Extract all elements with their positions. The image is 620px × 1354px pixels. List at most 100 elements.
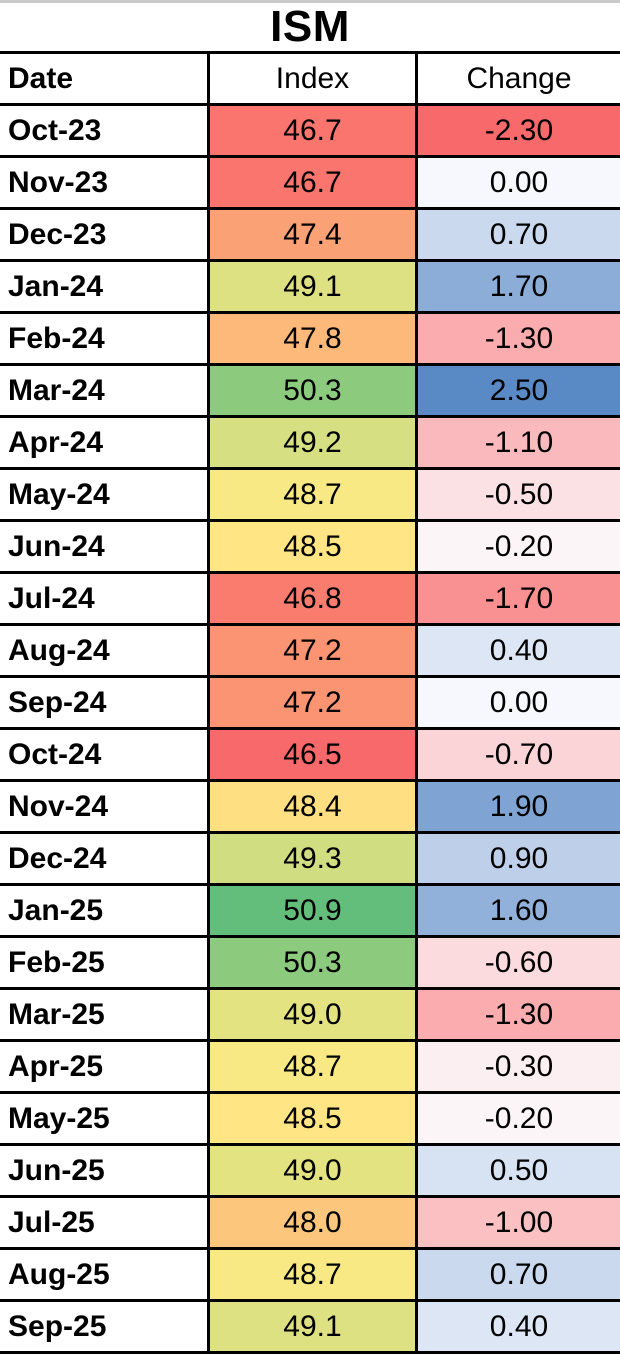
change-cell: -1.00 bbox=[415, 1198, 620, 1247]
table-row: May-25 48.5 -0.20 bbox=[0, 1094, 620, 1146]
table-row: Dec-23 47.4 0.70 bbox=[0, 210, 620, 262]
table-body: Oct-23 46.7 -2.30 Nov-23 46.7 0.00 Dec-2… bbox=[0, 106, 620, 1354]
table-row: Mar-25 49.0 -1.30 bbox=[0, 990, 620, 1042]
table-row: Jan-24 49.1 1.70 bbox=[0, 262, 620, 314]
date-cell: Oct-23 bbox=[0, 106, 207, 155]
table-row: Feb-25 50.3 -0.60 bbox=[0, 938, 620, 990]
table-row: Jun-24 48.5 -0.20 bbox=[0, 522, 620, 574]
table-row: Sep-25 49.1 0.40 bbox=[0, 1302, 620, 1354]
table-row: Nov-24 48.4 1.90 bbox=[0, 782, 620, 834]
date-cell: Jul-24 bbox=[0, 574, 207, 623]
change-cell: 0.70 bbox=[415, 1250, 620, 1299]
table-row: Mar-24 50.3 2.50 bbox=[0, 366, 620, 418]
date-cell: Jun-25 bbox=[0, 1146, 207, 1195]
date-cell: Aug-25 bbox=[0, 1250, 207, 1299]
header-row: Date Index Change bbox=[0, 54, 620, 106]
change-cell: -0.20 bbox=[415, 522, 620, 571]
date-cell: May-25 bbox=[0, 1094, 207, 1143]
column-header-date: Date bbox=[0, 54, 207, 103]
index-cell: 46.7 bbox=[207, 106, 415, 155]
top-edge-divider bbox=[0, 0, 620, 3]
table-row: May-24 48.7 -0.50 bbox=[0, 470, 620, 522]
date-cell: Jan-25 bbox=[0, 886, 207, 935]
change-cell: 0.00 bbox=[415, 678, 620, 727]
table-row: Apr-25 48.7 -0.30 bbox=[0, 1042, 620, 1094]
table-row: Nov-23 46.7 0.00 bbox=[0, 158, 620, 210]
column-header-change: Change bbox=[415, 54, 620, 103]
change-cell: -1.10 bbox=[415, 418, 620, 467]
date-cell: Dec-24 bbox=[0, 834, 207, 883]
column-header-index: Index bbox=[207, 54, 415, 103]
change-cell: -0.70 bbox=[415, 730, 620, 779]
date-cell: Jan-24 bbox=[0, 262, 207, 311]
change-cell: 0.00 bbox=[415, 158, 620, 207]
change-cell: 0.40 bbox=[415, 626, 620, 675]
table-title: ISM bbox=[0, 2, 620, 54]
date-cell: Jul-25 bbox=[0, 1198, 207, 1247]
change-cell: 2.50 bbox=[415, 366, 620, 415]
index-cell: 49.0 bbox=[207, 990, 415, 1039]
date-cell: May-24 bbox=[0, 470, 207, 519]
index-cell: 49.0 bbox=[207, 1146, 415, 1195]
date-cell: Apr-25 bbox=[0, 1042, 207, 1091]
index-cell: 47.4 bbox=[207, 210, 415, 259]
change-cell: 1.90 bbox=[415, 782, 620, 831]
table-row: Jul-24 46.8 -1.70 bbox=[0, 574, 620, 626]
index-cell: 50.9 bbox=[207, 886, 415, 935]
index-cell: 48.7 bbox=[207, 1042, 415, 1091]
index-cell: 49.3 bbox=[207, 834, 415, 883]
date-cell: Oct-24 bbox=[0, 730, 207, 779]
change-cell: 0.40 bbox=[415, 1302, 620, 1351]
index-cell: 49.2 bbox=[207, 418, 415, 467]
date-cell: Dec-23 bbox=[0, 210, 207, 259]
index-cell: 48.7 bbox=[207, 1250, 415, 1299]
table-row: Jul-25 48.0 -1.00 bbox=[0, 1198, 620, 1250]
date-cell: Apr-24 bbox=[0, 418, 207, 467]
table-row: Oct-23 46.7 -2.30 bbox=[0, 106, 620, 158]
table-row: Oct-24 46.5 -0.70 bbox=[0, 730, 620, 782]
index-cell: 46.7 bbox=[207, 158, 415, 207]
index-cell: 47.8 bbox=[207, 314, 415, 363]
change-cell: -0.20 bbox=[415, 1094, 620, 1143]
index-cell: 49.1 bbox=[207, 1302, 415, 1351]
index-cell: 49.1 bbox=[207, 262, 415, 311]
date-cell: Feb-24 bbox=[0, 314, 207, 363]
table-row: Aug-25 48.7 0.70 bbox=[0, 1250, 620, 1302]
index-cell: 46.8 bbox=[207, 574, 415, 623]
table-row: Aug-24 47.2 0.40 bbox=[0, 626, 620, 678]
change-cell: -1.70 bbox=[415, 574, 620, 623]
index-cell: 48.0 bbox=[207, 1198, 415, 1247]
date-cell: Sep-25 bbox=[0, 1302, 207, 1351]
change-cell: -2.30 bbox=[415, 106, 620, 155]
index-cell: 50.3 bbox=[207, 366, 415, 415]
table-row: Feb-24 47.8 -1.30 bbox=[0, 314, 620, 366]
change-cell: -0.30 bbox=[415, 1042, 620, 1091]
change-cell: -0.50 bbox=[415, 470, 620, 519]
change-cell: 1.60 bbox=[415, 886, 620, 935]
index-cell: 47.2 bbox=[207, 678, 415, 727]
date-cell: Feb-25 bbox=[0, 938, 207, 987]
change-cell: -1.30 bbox=[415, 314, 620, 363]
date-cell: Aug-24 bbox=[0, 626, 207, 675]
index-cell: 48.5 bbox=[207, 1094, 415, 1143]
table-row: Sep-24 47.2 0.00 bbox=[0, 678, 620, 730]
table-row: Dec-24 49.3 0.90 bbox=[0, 834, 620, 886]
table-row: Jun-25 49.0 0.50 bbox=[0, 1146, 620, 1198]
index-cell: 46.5 bbox=[207, 730, 415, 779]
table-row: Jan-25 50.9 1.60 bbox=[0, 886, 620, 938]
index-cell: 48.5 bbox=[207, 522, 415, 571]
table-row: Apr-24 49.2 -1.10 bbox=[0, 418, 620, 470]
change-cell: 0.70 bbox=[415, 210, 620, 259]
index-cell: 48.7 bbox=[207, 470, 415, 519]
index-cell: 48.4 bbox=[207, 782, 415, 831]
change-cell: -1.30 bbox=[415, 990, 620, 1039]
date-cell: Nov-24 bbox=[0, 782, 207, 831]
change-cell: 0.50 bbox=[415, 1146, 620, 1195]
date-cell: Sep-24 bbox=[0, 678, 207, 727]
change-cell: 1.70 bbox=[415, 262, 620, 311]
date-cell: Mar-25 bbox=[0, 990, 207, 1039]
date-cell: Mar-24 bbox=[0, 366, 207, 415]
date-cell: Jun-24 bbox=[0, 522, 207, 571]
date-cell: Nov-23 bbox=[0, 158, 207, 207]
